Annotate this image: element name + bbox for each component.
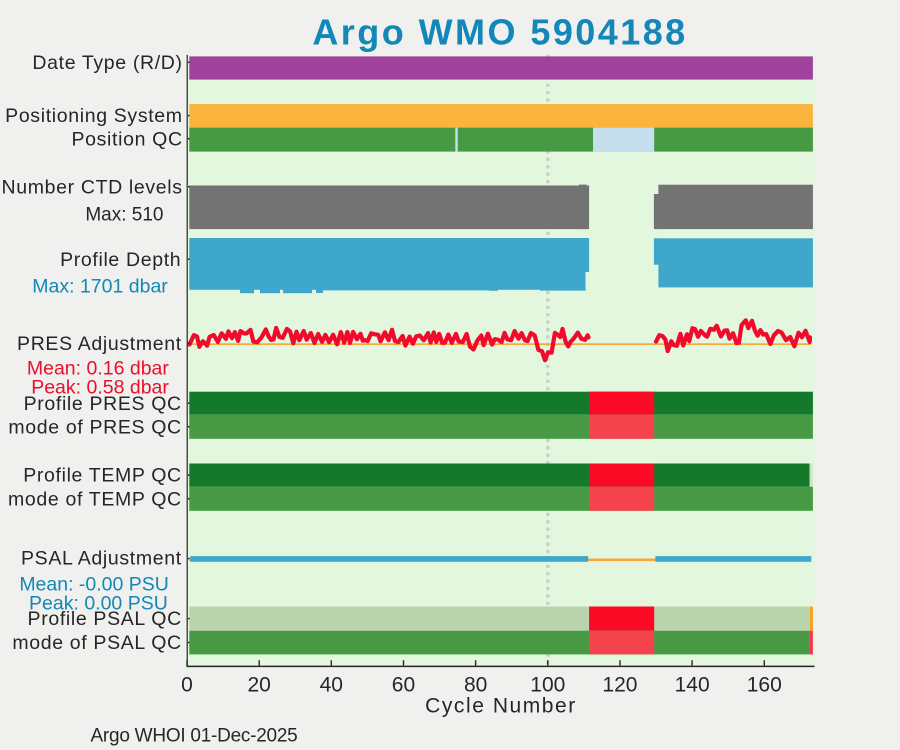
svg-text:140: 140 [675, 674, 710, 697]
svg-text:100: 100 [530, 674, 565, 697]
svg-text:Positioning System: Positioning System [5, 105, 183, 127]
svg-text:Peak: 0.58 dbar: Peak: 0.58 dbar [31, 376, 169, 398]
svg-text:mode of TEMP QC: mode of TEMP QC [8, 488, 182, 510]
svg-text:Max: 1701 dbar: Max: 1701 dbar [32, 276, 168, 298]
svg-text:PRES Adjustment: PRES Adjustment [17, 333, 182, 355]
svg-text:Profile PSAL QC: Profile PSAL QC [28, 608, 182, 630]
svg-text:Mean: -0.00 PSU: Mean: -0.00 PSU [19, 573, 169, 595]
svg-text:Argo WMO 5904188: Argo WMO 5904188 [312, 12, 687, 53]
svg-text:0: 0 [181, 674, 193, 697]
svg-text:Date Type (R/D): Date Type (R/D) [32, 52, 182, 74]
svg-text:Position QC: Position QC [71, 129, 182, 151]
svg-text:Mean: 0.16 dbar: Mean: 0.16 dbar [27, 357, 170, 379]
svg-text:PSAL Adjustment: PSAL Adjustment [21, 547, 182, 569]
svg-text:Peak: 0.00 PSU: Peak: 0.00 PSU [29, 592, 168, 614]
svg-text:Profile Depth: Profile Depth [60, 249, 181, 271]
svg-text:Number CTD levels: Number CTD levels [2, 176, 183, 198]
svg-text:60: 60 [392, 674, 415, 697]
svg-text:Argo WHOI 01-Dec-2025: Argo WHOI 01-Dec-2025 [91, 726, 298, 747]
svg-text:Cycle Number: Cycle Number [425, 695, 577, 718]
svg-text:mode of PRES QC: mode of PRES QC [8, 416, 181, 438]
svg-text:Profile TEMP QC: Profile TEMP QC [23, 465, 182, 487]
svg-text:80: 80 [464, 674, 487, 697]
svg-text:20: 20 [247, 674, 270, 697]
svg-text:120: 120 [602, 674, 637, 697]
svg-text:160: 160 [747, 674, 782, 697]
svg-text:40: 40 [320, 674, 343, 697]
svg-text:mode of PSAL QC: mode of PSAL QC [12, 632, 181, 654]
svg-text:Max: 510: Max: 510 [85, 205, 163, 226]
svg-text:Profile PRES QC: Profile PRES QC [24, 393, 182, 415]
